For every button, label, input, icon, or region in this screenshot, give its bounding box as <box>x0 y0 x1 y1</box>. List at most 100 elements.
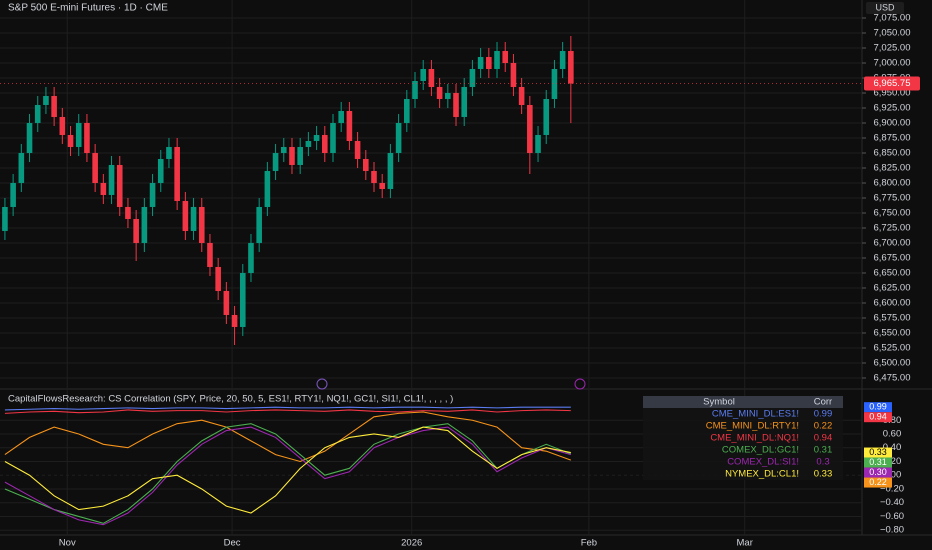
candle-body <box>248 242 254 273</box>
chart-title: S&P 500 E-mini Futures · 1D · CME <box>8 3 168 14</box>
y-tick-label: 7,025.00 <box>874 43 911 54</box>
table-header: Symbol <box>703 397 735 408</box>
candle-body <box>551 68 558 99</box>
candle-body <box>198 206 205 243</box>
candle-body <box>182 200 189 231</box>
value-box <box>864 457 892 468</box>
candle-body <box>469 68 476 87</box>
table-corr: 0.94 <box>814 433 833 444</box>
candle-body <box>125 206 131 219</box>
value-box-label: 0.22 <box>869 477 887 487</box>
candle-body <box>59 116 66 135</box>
candle-body <box>486 56 492 69</box>
candle-body <box>453 92 459 117</box>
y-tick-label: 7,050.00 <box>874 28 911 39</box>
candle-body <box>428 68 435 87</box>
series-line <box>4 426 571 514</box>
y-tick-label: −0.60 <box>880 511 904 522</box>
table-row-bg <box>643 468 843 480</box>
candle-body <box>166 146 172 159</box>
candle-body <box>207 242 213 267</box>
candle-body <box>305 140 312 147</box>
value-box-label: 0.33 <box>869 447 887 457</box>
value-box <box>864 447 892 458</box>
candle-body <box>535 134 541 153</box>
y-tick-label: 6,925.00 <box>874 103 911 114</box>
event-icon[interactable] <box>316 378 328 390</box>
y-tick-label: 0.60 <box>883 428 902 439</box>
candle-body <box>67 134 74 147</box>
x-tick-label: Dec <box>224 538 241 549</box>
table-header-bg <box>643 396 843 408</box>
candle-body <box>387 152 394 189</box>
candle-body <box>477 56 484 69</box>
candle-body <box>272 152 279 171</box>
y-tick-label: 6,525.00 <box>874 342 911 353</box>
table-corr: 0.99 <box>814 409 833 420</box>
currency-box[interactable] <box>866 2 904 14</box>
table-corr: 0.3 <box>816 457 829 468</box>
candle-body <box>436 86 443 99</box>
candle-body <box>510 62 517 87</box>
value-box <box>864 402 892 413</box>
candle-body <box>256 206 262 243</box>
y-tick-label: −0.40 <box>880 497 904 508</box>
series-line <box>4 409 571 414</box>
value-box-label: 0.99 <box>869 402 887 412</box>
legend-entry: CME_MINI_DL:NQ1! <box>710 433 799 444</box>
value-box-label: 0.31 <box>869 457 887 467</box>
candle-body <box>568 50 574 84</box>
value-box-label: 0.30 <box>869 467 887 477</box>
candle-body <box>330 122 336 153</box>
y-tick-label: 6,475.00 <box>874 372 911 383</box>
currency[interactable]: USD <box>875 2 895 12</box>
y-tick-label: 6,775.00 <box>874 193 911 204</box>
candle-body <box>2 206 8 231</box>
candle-body <box>26 122 33 153</box>
legend-entry: COMEX_DL:SI1! <box>727 457 799 468</box>
y-tick-label: −0.20 <box>880 483 904 494</box>
candle-body <box>116 164 123 207</box>
y-tick-label: 6,850.00 <box>874 148 911 159</box>
candle-body <box>75 122 82 147</box>
y-tick-label: 6,875.00 <box>874 133 911 144</box>
y-tick-label: 6,950.00 <box>874 88 911 99</box>
candle-body <box>338 110 344 123</box>
candle-body <box>18 152 25 183</box>
table-corr: 0.31 <box>814 445 833 456</box>
candle-body <box>346 110 353 141</box>
table-row-bg <box>643 408 843 420</box>
candle-body <box>461 86 468 117</box>
x-tick-label: Feb <box>581 538 597 549</box>
value-box <box>864 477 892 488</box>
y-tick-label: 7,075.00 <box>874 13 911 24</box>
x-tick-label: Mar <box>737 538 753 549</box>
event-icon[interactable] <box>574 378 586 390</box>
candle-body <box>297 146 303 165</box>
candle-body <box>84 122 90 153</box>
table-row-bg <box>643 420 843 432</box>
y-tick-label: 6,675.00 <box>874 253 911 264</box>
y-tick-label: 6,625.00 <box>874 283 911 294</box>
value-box <box>864 467 892 478</box>
candle-body <box>518 86 525 105</box>
y-tick-label: −0.80 <box>880 525 904 536</box>
table-row-bg <box>643 456 843 468</box>
candle-body <box>239 272 246 327</box>
table-corr: 0.22 <box>814 421 833 432</box>
candle-body <box>92 152 98 183</box>
table-header: Corr <box>814 397 832 408</box>
series-line <box>4 423 572 524</box>
candle-body <box>420 68 427 81</box>
candle-body <box>10 182 16 207</box>
x-tick-label: 2026 <box>401 538 422 549</box>
candle-body <box>264 170 271 207</box>
candle-body <box>362 158 369 171</box>
y-tick-label: 6,575.00 <box>874 312 911 323</box>
candle-body <box>502 50 509 63</box>
candle-body <box>231 314 238 327</box>
value-box-label: 0.94 <box>869 412 887 422</box>
candle-body <box>445 92 451 99</box>
legend-entry: NYMEX_DL:CL1! <box>725 469 799 480</box>
